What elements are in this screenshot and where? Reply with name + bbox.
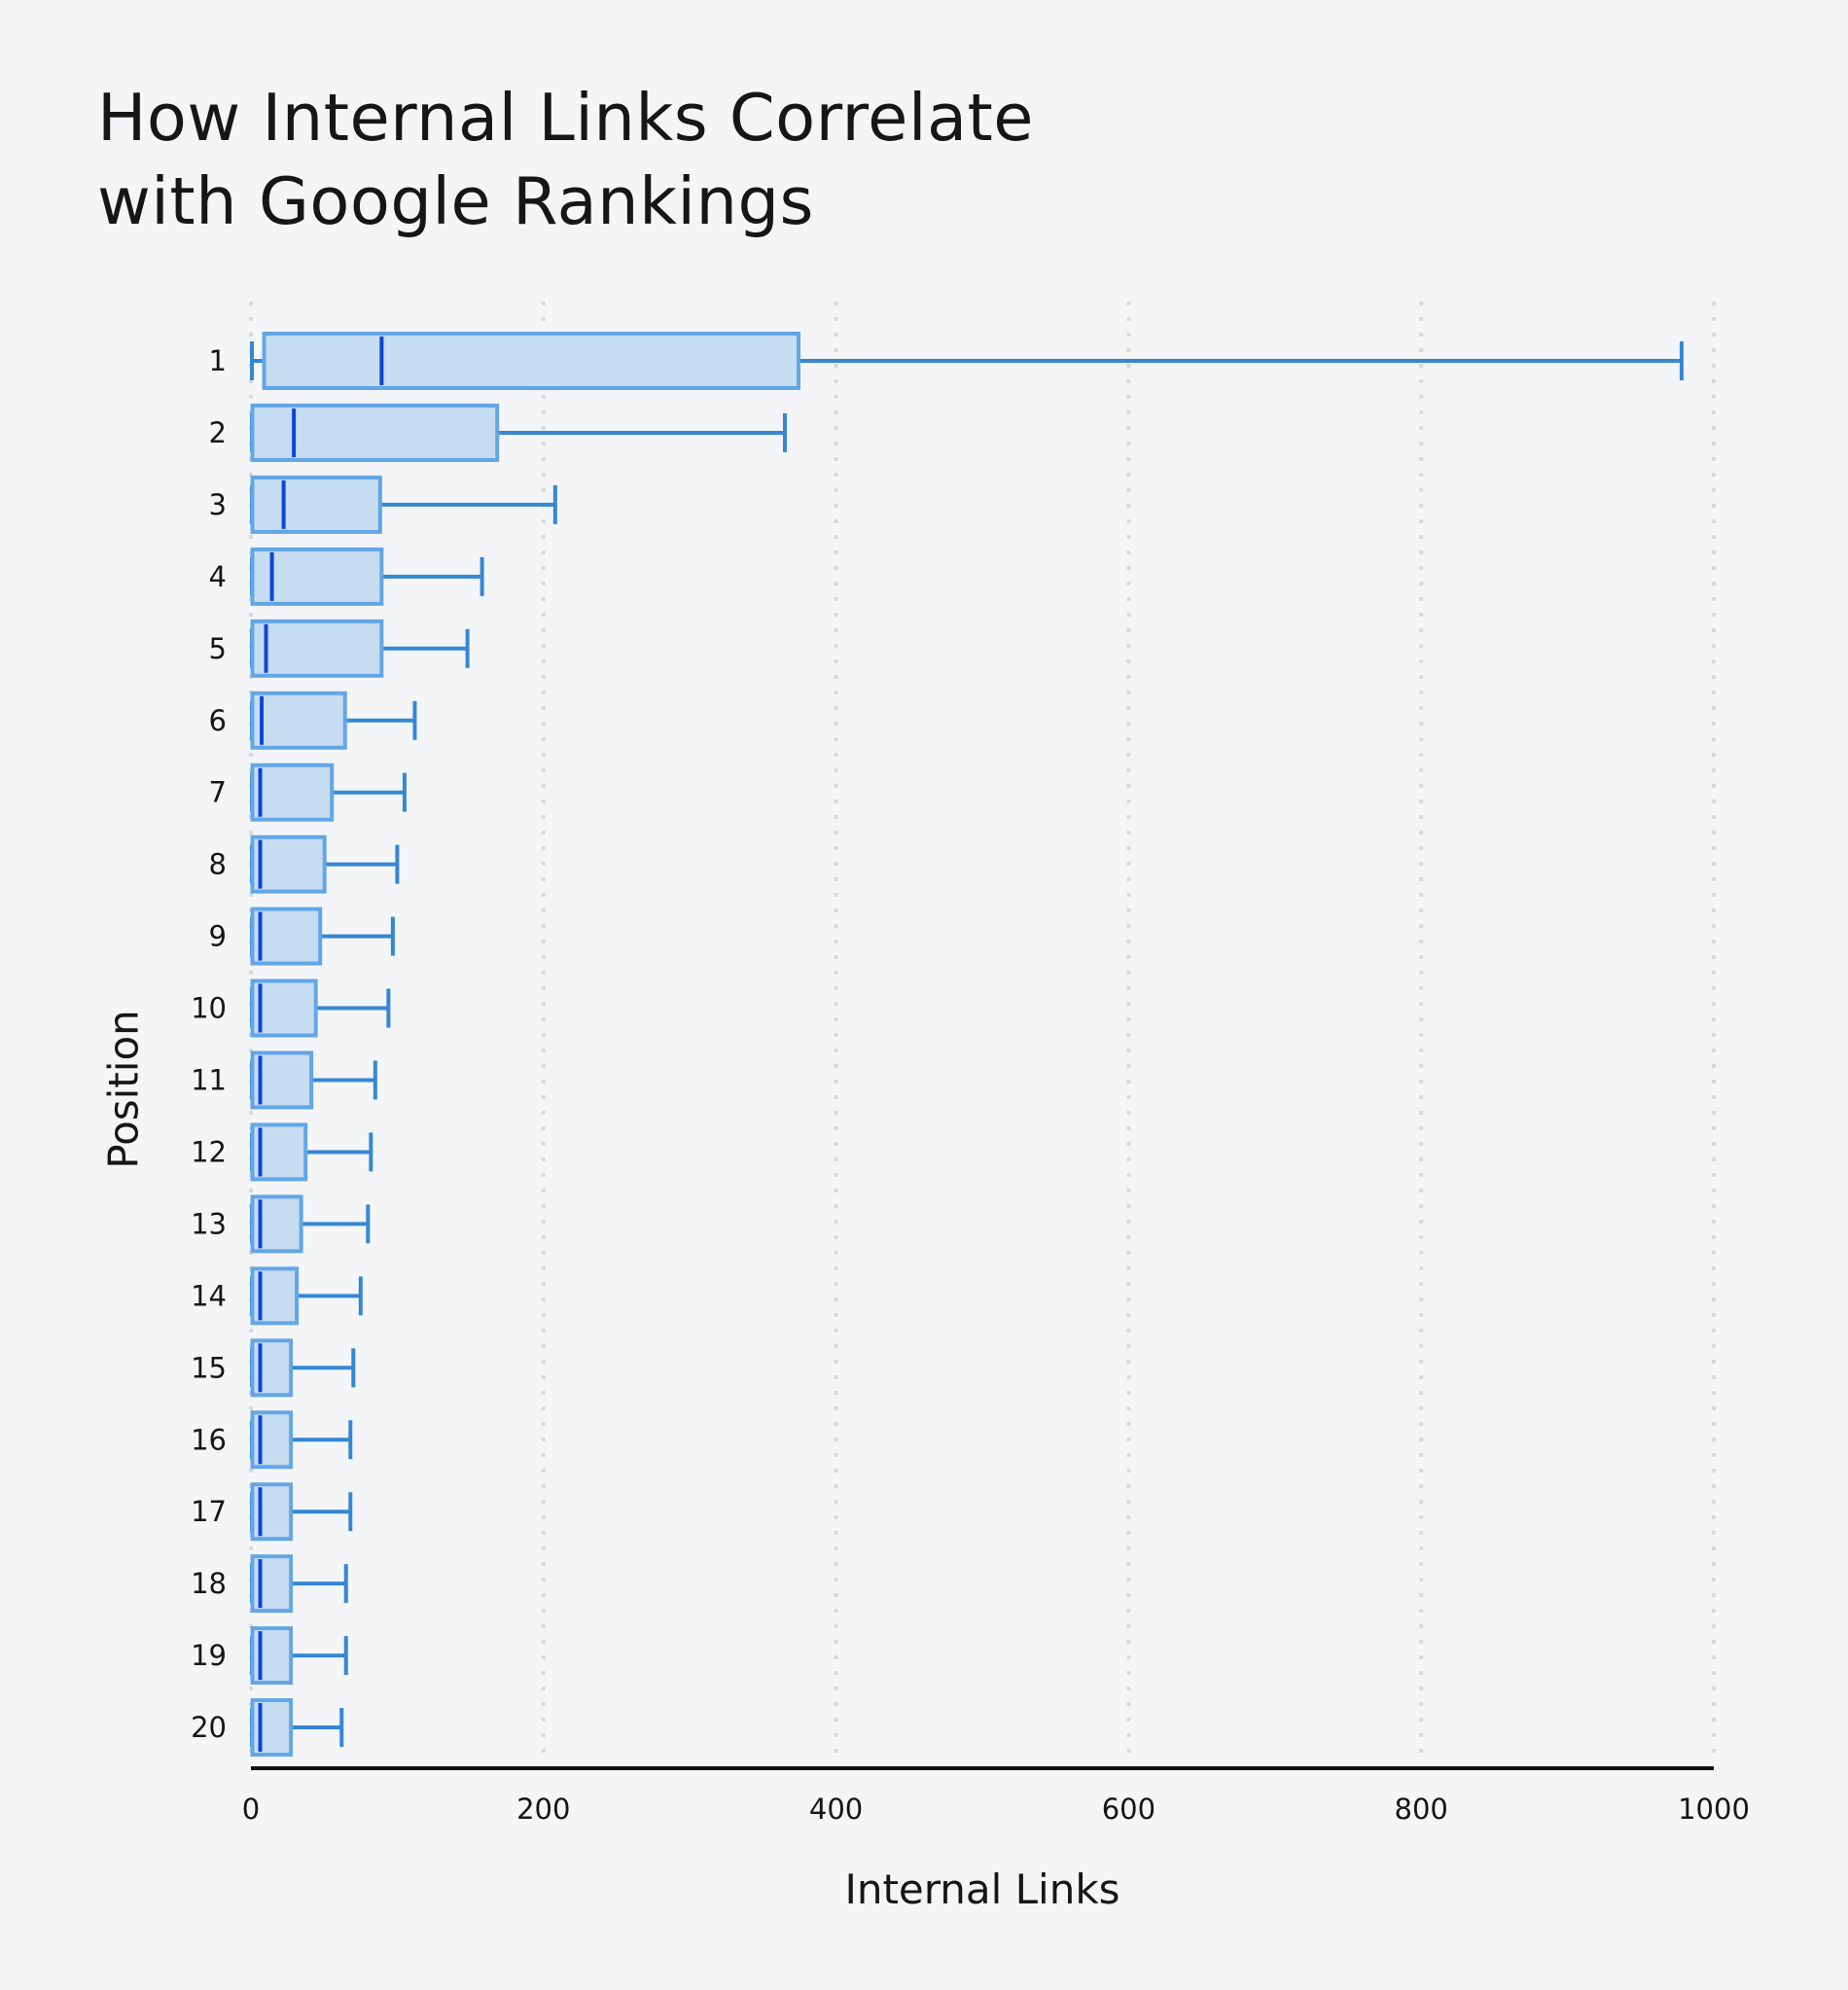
- y-tick-label: 17: [191, 1495, 227, 1528]
- x-tick-label: 400: [809, 1793, 863, 1826]
- y-tick-label: 15: [191, 1351, 227, 1384]
- x-axis-ticks: 0 200 400 600 800 1000: [242, 1793, 1750, 1826]
- box-row-position-11: [250, 1050, 377, 1110]
- iqr-box: [250, 1338, 294, 1398]
- box-row-position-6: [250, 691, 417, 750]
- x-tick-label: 0: [242, 1793, 260, 1826]
- y-axis-title: Position: [99, 1010, 148, 1169]
- y-tick-label: 19: [191, 1639, 227, 1672]
- box-row-position-17: [250, 1482, 353, 1542]
- y-tick-label: 16: [191, 1423, 227, 1456]
- iqr-box: [250, 978, 318, 1038]
- chart-title-line-1: How Internal Links Correlate: [97, 80, 1034, 156]
- box-row-position-2: [250, 403, 787, 462]
- y-tick-label: 13: [191, 1207, 227, 1240]
- iqr-box: [250, 547, 384, 606]
- iqr-box: [250, 1410, 294, 1470]
- iqr-box: [250, 1626, 294, 1686]
- iqr-box: [250, 475, 382, 534]
- box-row-position-20: [250, 1698, 344, 1758]
- x-tick-label: 600: [1102, 1793, 1155, 1826]
- box-row-position-12: [250, 1122, 373, 1182]
- iqr-box: [250, 1698, 294, 1758]
- box-row-position-18: [250, 1554, 348, 1614]
- y-tick-label: 5: [209, 632, 227, 665]
- box-row-position-3: [250, 475, 557, 534]
- y-tick-label: 2: [209, 416, 227, 449]
- box-row-position-16: [250, 1410, 353, 1470]
- y-tick-label: 4: [209, 560, 227, 593]
- iqr-box: [262, 332, 800, 390]
- y-tick-label: 14: [191, 1279, 227, 1312]
- y-tick-label: 3: [209, 488, 227, 521]
- box-row-position-13: [250, 1194, 371, 1254]
- box-row-position-9: [250, 906, 395, 966]
- y-tick-label: 12: [191, 1135, 227, 1168]
- y-tick-label: 10: [191, 992, 227, 1025]
- x-tick-label: 1000: [1678, 1793, 1750, 1826]
- box-series: [250, 332, 1684, 1758]
- box-row-position-10: [250, 978, 391, 1038]
- y-tick-label: 8: [209, 848, 227, 881]
- y-tick-label: 6: [209, 704, 227, 737]
- iqr-box: [250, 763, 335, 822]
- iqr-box: [250, 835, 327, 894]
- iqr-box: [250, 1050, 314, 1110]
- x-tick-label: 800: [1395, 1793, 1448, 1826]
- box-row-position-14: [250, 1266, 363, 1326]
- y-tick-label: 18: [191, 1567, 227, 1600]
- y-tick-label: 20: [191, 1711, 227, 1744]
- x-axis-title: Internal Links: [844, 1866, 1120, 1913]
- box-row-position-8: [250, 835, 400, 894]
- iqr-box: [250, 906, 323, 966]
- box-row-position-19: [250, 1626, 348, 1686]
- box-row-position-4: [250, 547, 484, 606]
- chart-title: How Internal Links Correlate with Google…: [97, 76, 1264, 243]
- y-tick-label: 1: [209, 344, 227, 377]
- iqr-box: [250, 1554, 294, 1614]
- iqr-box: [250, 403, 500, 462]
- box-row-position-5: [250, 619, 470, 678]
- y-tick-label: 7: [209, 776, 227, 809]
- x-tick-label: 200: [516, 1793, 570, 1826]
- y-tick-label: 9: [209, 920, 227, 953]
- box-row-position-7: [250, 763, 407, 822]
- chart-title-line-2: with Google Rankings: [97, 163, 814, 239]
- y-tick-label: 11: [191, 1064, 227, 1097]
- box-row-position-1: [250, 332, 1684, 390]
- iqr-box: [250, 619, 384, 678]
- grid-lines: [249, 302, 1716, 1764]
- iqr-box: [250, 691, 347, 750]
- iqr-box: [250, 1482, 294, 1542]
- box-row-position-15: [250, 1338, 356, 1398]
